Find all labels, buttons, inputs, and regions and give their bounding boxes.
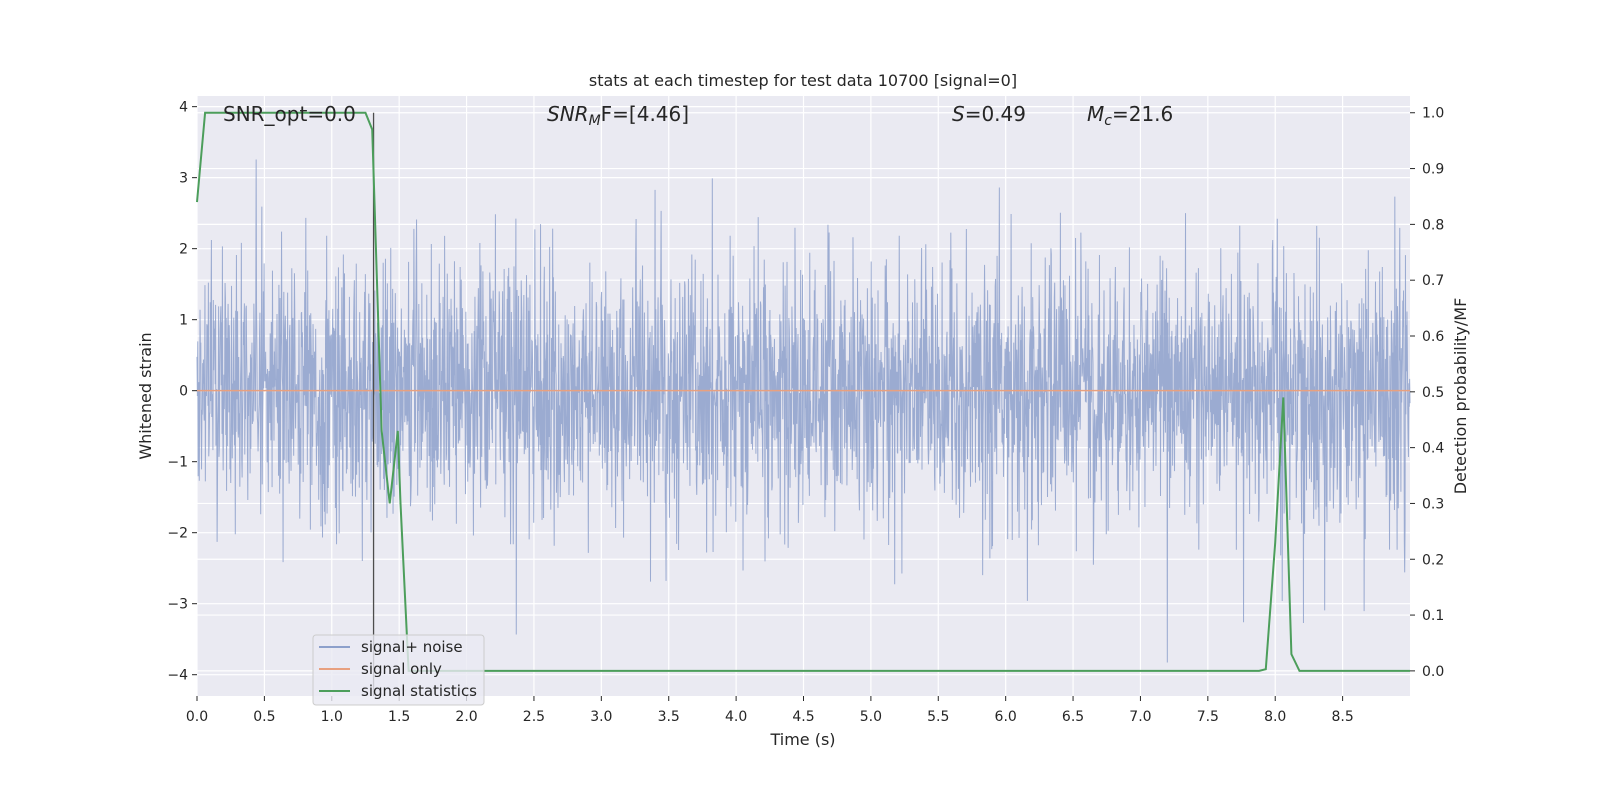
left-y-tick-label: −2 [167, 526, 188, 542]
annotation-snr-mf: SNRMF=[4.46] [547, 102, 689, 129]
x-tick-label: 2.5 [523, 709, 545, 725]
right-y-tick-label: 0.7 [1422, 273, 1444, 289]
series-signal-plus-noise-line [196, 159, 1411, 663]
x-tick-label: 0.5 [253, 709, 275, 725]
x-tick-label: 1.5 [388, 709, 410, 725]
left-y-tick-label: −3 [167, 597, 188, 613]
x-tick-label: 8.0 [1264, 709, 1286, 725]
x-tick-label: 2.0 [455, 709, 477, 725]
annotation-snr-mf-value: F=[4.46] [601, 102, 689, 126]
right-y-tick-label: 0.8 [1422, 217, 1444, 233]
left-y-axis-ticks: 4 3 2 1 0 −1 −2 −3 −4 [167, 100, 197, 684]
left-y-tick-label: 1 [179, 313, 188, 329]
x-tick-label: 6.0 [995, 709, 1017, 725]
x-tick-label: 5.5 [927, 709, 949, 725]
annotation-mc-subscript: c [1104, 113, 1112, 129]
legend-box [312, 634, 485, 706]
right-y-tick-label: 0.6 [1422, 329, 1444, 345]
annotation-snr-opt: SNR_opt=0.0 [223, 102, 356, 126]
left-y-tick-label: 3 [179, 171, 188, 187]
annotation-s: S=0.49 [952, 102, 1026, 126]
annotation-mc-value: =21.6 [1112, 102, 1173, 126]
left-y-axis-title: Whitened strain [136, 332, 155, 459]
right-y-tick-label: 0.4 [1422, 441, 1444, 457]
annotation-snr-mf-symbol: SNR [547, 102, 589, 126]
left-y-tick-label: 2 [179, 242, 188, 258]
series-signal-statistics-line [196, 111, 1410, 672]
x-tick-label: 4.0 [725, 709, 747, 725]
x-tick-label: 5.0 [860, 709, 882, 725]
annotation-s-value: =0.49 [965, 102, 1026, 126]
x-axis-title: Time (s) [769, 730, 835, 749]
left-y-tick-label: 4 [179, 100, 188, 116]
right-y-tick-label: 0.9 [1422, 162, 1444, 178]
right-y-axis-title: Detection probability/MF [1451, 298, 1470, 495]
x-tick-label: 7.5 [1197, 709, 1219, 725]
legend-label-signal-only: signal only [361, 660, 442, 678]
right-y-tick-label: 1.0 [1422, 106, 1444, 122]
legend-label-signal-statistics: signal statistics [361, 682, 477, 700]
legend-label-signal-plus-noise: signal+ noise [361, 638, 463, 656]
x-tick-label: 7.0 [1129, 709, 1151, 725]
x-tick-label: 0.0 [186, 709, 208, 725]
left-y-tick-label: −4 [167, 668, 188, 684]
chart-title: stats at each timestep for test data 107… [589, 71, 1017, 90]
right-y-tick-label: 0.3 [1422, 496, 1444, 512]
legend: signal+ noise signal only signal statist… [312, 634, 485, 706]
x-tick-label: 1.0 [321, 709, 343, 725]
left-y-tick-label: −1 [167, 455, 188, 471]
x-tick-label: 6.5 [1062, 709, 1084, 725]
annotation-mc: Mc=21.6 [1087, 102, 1173, 129]
annotation-snr-mf-subscript: M [589, 113, 601, 129]
x-tick-label: 4.5 [792, 709, 814, 725]
x-tick-label: 8.5 [1331, 709, 1353, 725]
x-tick-label: 3.0 [590, 709, 612, 725]
annotation-s-symbol: S [952, 102, 965, 126]
annotation-mc-symbol: M [1087, 102, 1104, 126]
right-y-tick-label: 0.5 [1422, 385, 1444, 401]
right-y-tick-label: 0.2 [1422, 552, 1444, 568]
x-tick-label: 3.5 [658, 709, 680, 725]
right-y-tick-label: 0.0 [1422, 664, 1444, 680]
left-y-tick-label: 0 [179, 384, 188, 400]
series-signal-plus-noise [196, 159, 1411, 663]
x-axis-ticks: 0.0 0.5 1.0 1.5 2.0 2.5 3.0 3.5 4.0 4.5 5.0 5.5 6.0 6… [186, 696, 1354, 725]
right-y-axis-ticks: 1.0 0.9 0.8 0.7 0.6 0.5 0.4 0.3 0.2 0.1 0.0 [1410, 106, 1444, 680]
right-y-tick-label: 0.1 [1422, 608, 1444, 624]
